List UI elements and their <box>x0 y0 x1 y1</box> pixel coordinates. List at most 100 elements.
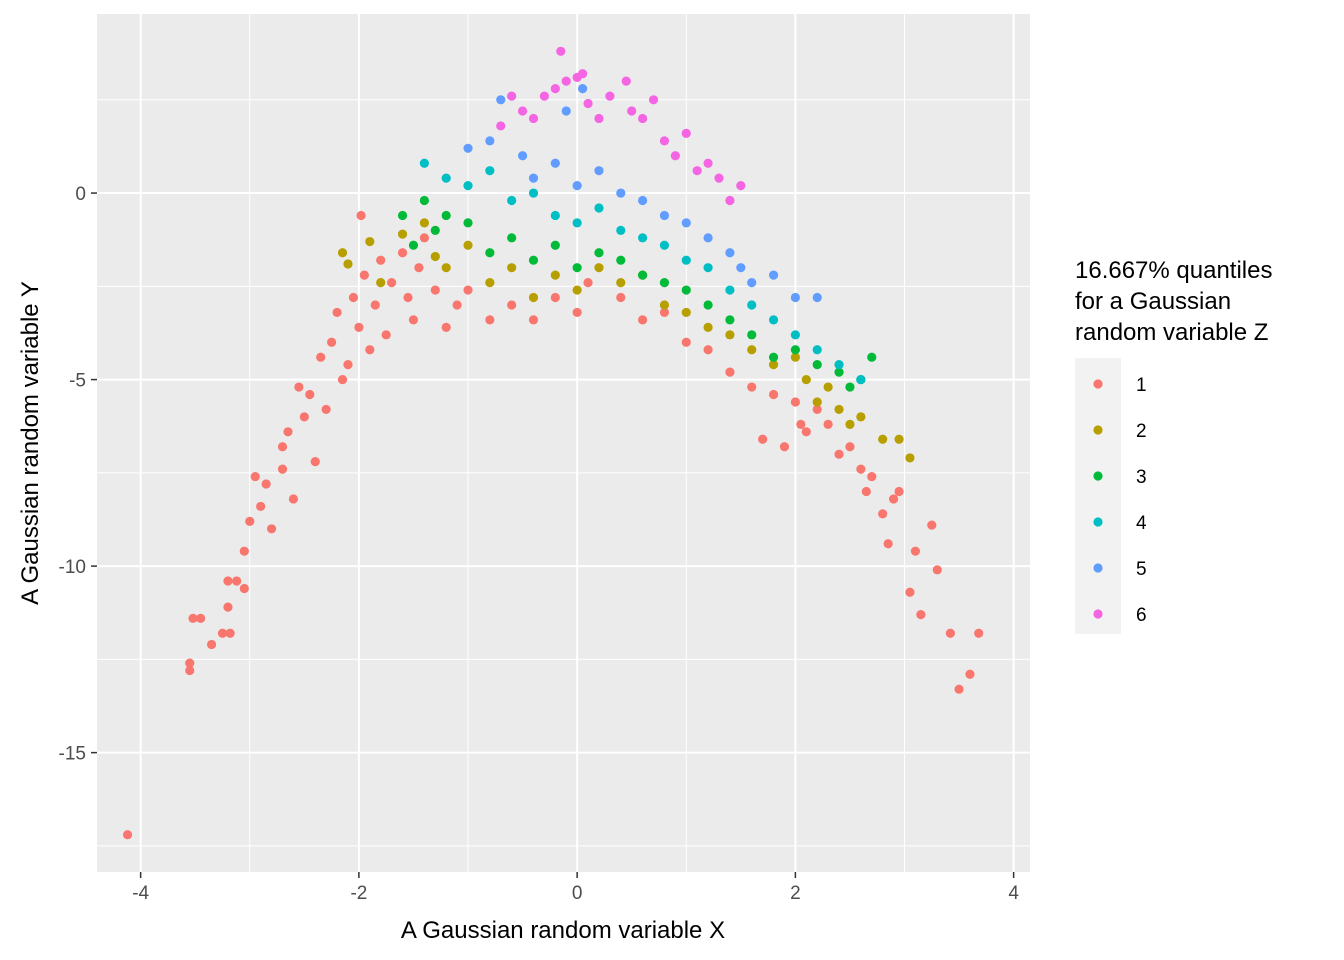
data-point <box>556 46 566 56</box>
data-point <box>681 337 691 347</box>
data-point <box>768 389 779 400</box>
data-point <box>122 830 133 840</box>
legend-title-line: for a Gaussian <box>1075 288 1231 315</box>
data-point <box>714 173 724 183</box>
y-axis-title: A Gaussian random variable Y <box>17 281 44 605</box>
data-point <box>441 263 451 273</box>
legend-label-1: 1 <box>1136 375 1147 396</box>
data-point <box>605 91 615 101</box>
data-point <box>692 166 702 176</box>
data-point <box>419 158 429 168</box>
data-point <box>239 546 249 556</box>
data-point <box>188 613 198 623</box>
data-point <box>801 374 811 385</box>
data-point <box>796 419 806 429</box>
data-point <box>327 337 337 347</box>
data-point <box>845 419 855 429</box>
data-point <box>974 628 984 638</box>
data-point <box>266 524 277 534</box>
x-axis: -4 -2 0 2 4 <box>132 872 1019 904</box>
data-point <box>485 166 495 176</box>
data-point <box>550 84 560 94</box>
data-point <box>768 315 779 325</box>
legend-label-5: 5 <box>1136 559 1147 580</box>
data-point <box>747 277 757 288</box>
data-point <box>812 404 822 415</box>
data-point <box>681 128 691 138</box>
data-point <box>703 158 713 168</box>
data-point <box>703 300 713 310</box>
data-point <box>206 639 217 650</box>
data-point <box>659 300 670 310</box>
legend-key-4 <box>1093 517 1103 527</box>
y-axis: 0 -5 -10 -15 <box>59 184 97 765</box>
data-point <box>387 277 397 288</box>
series-4-points <box>419 158 866 385</box>
data-point <box>823 382 833 392</box>
data-point <box>441 173 451 183</box>
legend-key-3 <box>1093 471 1103 481</box>
data-point <box>365 236 375 247</box>
data-point <box>528 292 539 303</box>
data-point <box>681 255 691 265</box>
data-point <box>485 277 495 288</box>
data-point <box>539 91 550 101</box>
data-point <box>359 270 369 280</box>
data-point <box>376 277 386 288</box>
data-point <box>638 113 648 124</box>
data-point <box>572 307 582 318</box>
data-point <box>616 255 626 265</box>
x-axis-title: A Gaussian random variable X <box>401 917 725 944</box>
data-point <box>823 419 833 429</box>
data-point <box>659 210 670 221</box>
data-point <box>905 587 915 597</box>
legend-label-4: 4 <box>1136 513 1147 534</box>
data-point <box>430 225 440 235</box>
data-point <box>627 106 637 116</box>
data-point <box>648 95 659 105</box>
data-point <box>583 98 593 109</box>
x-tick-label: -2 <box>350 883 367 904</box>
data-point <box>321 404 331 415</box>
data-point <box>397 248 408 258</box>
data-point <box>572 285 582 295</box>
data-point <box>725 330 735 340</box>
data-point <box>572 218 582 228</box>
data-point <box>305 389 315 400</box>
data-point <box>337 248 348 258</box>
data-point <box>485 315 495 325</box>
data-point <box>232 576 242 586</box>
data-point <box>594 248 604 258</box>
data-point <box>441 322 451 332</box>
data-point <box>310 457 320 467</box>
data-point <box>277 464 288 474</box>
data-point <box>403 292 413 303</box>
series-1-points <box>122 210 984 840</box>
data-point <box>894 434 904 444</box>
legend-title-line: random variable Z <box>1075 319 1268 346</box>
major-gridlines <box>97 14 1030 872</box>
minor-gridlines <box>97 14 1030 872</box>
data-point <box>790 330 800 340</box>
data-point <box>725 248 735 258</box>
data-point <box>888 494 899 504</box>
data-point <box>463 218 473 228</box>
data-point <box>616 225 626 235</box>
plot-panel <box>97 14 1030 872</box>
data-point <box>332 307 342 318</box>
data-point <box>834 449 844 459</box>
legend-key-6 <box>1093 609 1103 619</box>
legend-title-line: 16.667% quantiles <box>1075 257 1272 284</box>
data-point <box>561 106 571 116</box>
data-point <box>616 188 626 198</box>
data-point <box>703 263 713 273</box>
data-point <box>790 397 800 407</box>
data-point <box>768 270 779 280</box>
data-point <box>507 263 517 273</box>
data-point <box>747 300 757 310</box>
data-point <box>507 195 517 206</box>
data-point <box>517 106 528 116</box>
data-point <box>528 173 539 183</box>
data-point <box>370 300 380 310</box>
